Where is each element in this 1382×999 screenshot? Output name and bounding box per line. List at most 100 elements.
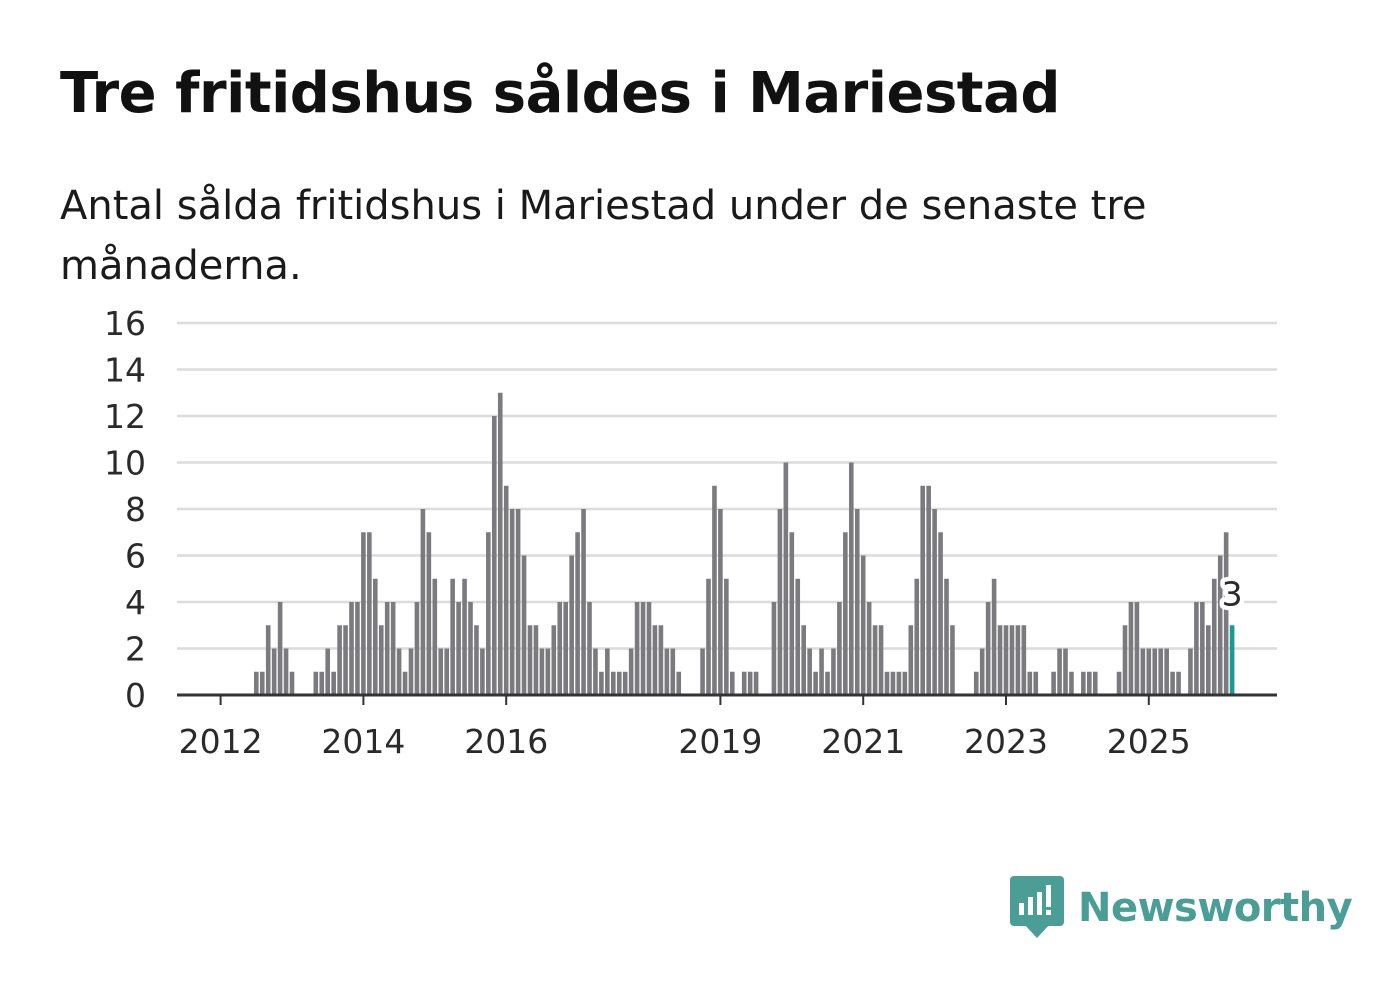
bar bbox=[1128, 602, 1134, 695]
bar bbox=[724, 578, 729, 695]
x-tick-label: 2016 bbox=[464, 722, 548, 761]
bar bbox=[741, 671, 747, 695]
bar bbox=[432, 578, 438, 695]
bar bbox=[331, 671, 336, 695]
bar bbox=[640, 602, 646, 695]
bar bbox=[860, 555, 866, 695]
x-tick-label: 2025 bbox=[1107, 722, 1191, 761]
bar bbox=[1164, 648, 1169, 695]
bar bbox=[1200, 602, 1205, 695]
bar bbox=[337, 625, 342, 695]
bar bbox=[849, 462, 854, 695]
bar bbox=[831, 648, 836, 695]
bar bbox=[533, 625, 539, 695]
bar bbox=[950, 625, 955, 695]
x-tick-label: 2021 bbox=[821, 722, 905, 761]
bar bbox=[1081, 671, 1086, 695]
bar bbox=[426, 532, 432, 695]
bar bbox=[1170, 671, 1175, 695]
bar bbox=[908, 625, 914, 695]
bar bbox=[825, 671, 830, 695]
y-tick-label: 0 bbox=[125, 676, 146, 715]
bar bbox=[1063, 648, 1068, 695]
bar bbox=[1158, 648, 1163, 695]
bar bbox=[1206, 625, 1211, 695]
y-tick-label: 2 bbox=[125, 630, 146, 669]
bar bbox=[557, 602, 563, 695]
bar bbox=[349, 602, 354, 695]
bar bbox=[997, 625, 1003, 695]
bar bbox=[700, 648, 705, 695]
bar bbox=[616, 671, 622, 695]
bar bbox=[658, 625, 664, 695]
highlight-value-label: 3 bbox=[1222, 574, 1243, 613]
bar bbox=[355, 602, 360, 695]
bar bbox=[450, 578, 455, 695]
bar bbox=[444, 648, 449, 695]
x-tick-label: 2014 bbox=[321, 722, 405, 761]
bar bbox=[503, 485, 509, 695]
bar bbox=[718, 509, 723, 695]
y-tick-label: 10 bbox=[104, 444, 146, 483]
bar bbox=[1140, 648, 1146, 695]
bar bbox=[551, 625, 557, 695]
bar bbox=[622, 671, 628, 695]
bar bbox=[837, 602, 842, 695]
x-tick-label: 2012 bbox=[179, 722, 263, 761]
bar bbox=[1027, 671, 1033, 695]
bar bbox=[747, 671, 753, 695]
bar bbox=[1057, 648, 1062, 695]
bar bbox=[277, 602, 283, 695]
bar bbox=[1116, 671, 1122, 695]
bar bbox=[486, 532, 491, 695]
bar bbox=[973, 671, 979, 695]
y-tick-label: 12 bbox=[104, 397, 146, 436]
bar bbox=[1188, 648, 1193, 695]
bar bbox=[902, 671, 908, 695]
y-tick-label: 4 bbox=[125, 583, 146, 622]
bar bbox=[545, 648, 551, 695]
bar bbox=[539, 648, 545, 695]
bar bbox=[819, 648, 824, 695]
bar bbox=[259, 671, 265, 695]
bar bbox=[890, 671, 896, 695]
bar bbox=[991, 578, 997, 695]
bar bbox=[628, 648, 634, 695]
bar bbox=[712, 485, 717, 695]
bar bbox=[438, 648, 444, 695]
x-tick-label: 2019 bbox=[678, 722, 762, 761]
bar bbox=[1217, 555, 1223, 695]
bar bbox=[575, 532, 580, 695]
bar bbox=[1021, 625, 1027, 695]
bar bbox=[1223, 532, 1229, 695]
bar bbox=[1087, 671, 1092, 695]
bar bbox=[1033, 671, 1039, 695]
bar bbox=[932, 509, 937, 695]
bar bbox=[646, 602, 652, 695]
y-tick-label: 8 bbox=[125, 490, 146, 529]
bar bbox=[706, 578, 711, 695]
bar bbox=[1122, 625, 1128, 695]
bar bbox=[497, 392, 503, 695]
bar bbox=[373, 578, 378, 695]
bar bbox=[581, 509, 586, 695]
bar bbox=[343, 625, 348, 695]
bar bbox=[384, 602, 390, 695]
bar bbox=[807, 648, 812, 695]
bar bbox=[789, 532, 795, 695]
bar bbox=[884, 671, 890, 695]
bar bbox=[979, 648, 985, 695]
bar bbox=[325, 648, 330, 695]
bar bbox=[1211, 578, 1217, 695]
bar bbox=[390, 602, 396, 695]
bar bbox=[462, 578, 467, 695]
highlight-bar bbox=[1229, 625, 1235, 695]
bar bbox=[569, 555, 574, 695]
bar bbox=[474, 625, 479, 695]
bar bbox=[1152, 648, 1158, 695]
bar bbox=[289, 671, 295, 695]
bar bbox=[866, 602, 872, 695]
bar bbox=[402, 671, 408, 695]
bar bbox=[456, 602, 461, 695]
